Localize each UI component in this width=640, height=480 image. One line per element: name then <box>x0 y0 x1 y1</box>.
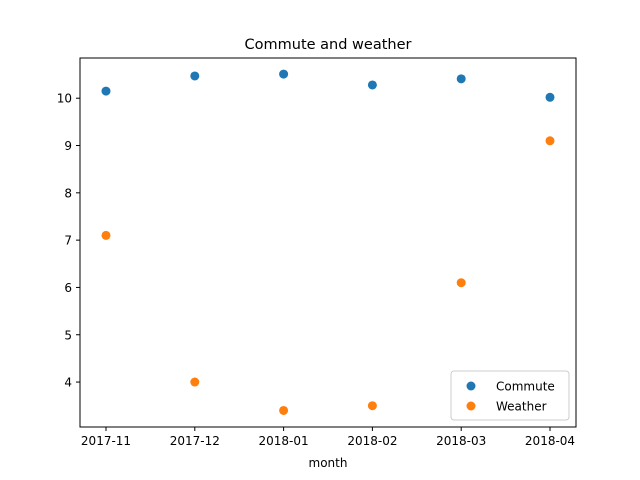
x-tick-label: 2017-12 <box>170 434 220 448</box>
x-axis-title: month <box>309 456 348 470</box>
weather-point <box>456 278 466 288</box>
legend: Commute Weather <box>450 370 570 421</box>
commute-point <box>456 74 466 84</box>
commute-point <box>279 69 289 79</box>
weather-point <box>279 405 289 415</box>
data-points <box>101 69 555 415</box>
weather-point <box>367 401 377 411</box>
x-tick-label: 2018-01 <box>259 434 309 448</box>
commute-point <box>545 92 555 102</box>
legend-marker-commute <box>466 381 476 391</box>
y-tick-label: 7 <box>64 234 72 248</box>
y-tick-label: 6 <box>64 281 72 295</box>
y-tick-label: 9 <box>64 139 72 153</box>
y-tick-label: 5 <box>64 328 72 342</box>
legend-box <box>450 370 570 421</box>
weather-point <box>545 136 555 146</box>
commute-point <box>101 86 111 96</box>
x-axis: 2017-11 2017-12 2018-01 2018-02 2018-03 2018-… <box>81 427 575 448</box>
y-axis: 4 5 6 7 8 9 10 <box>57 92 80 390</box>
legend-label-weather: Weather <box>496 400 547 414</box>
x-tick-label: 2017-11 <box>81 434 131 448</box>
legend-marker-weather <box>466 401 476 411</box>
x-tick-label: 2018-02 <box>347 434 397 448</box>
y-tick-label: 10 <box>57 92 72 106</box>
y-tick-label: 4 <box>64 376 72 390</box>
x-tick-label: 2018-03 <box>436 434 486 448</box>
x-tick-label: 2018-04 <box>525 434 575 448</box>
legend-label-commute: Commute <box>496 380 555 394</box>
weather-point <box>190 377 200 387</box>
plot-area <box>79 57 577 428</box>
commute-point <box>190 71 200 81</box>
chart-title: Commute and weather <box>245 37 412 53</box>
commute-point <box>367 80 377 90</box>
weather-point <box>101 230 111 240</box>
y-tick-label: 8 <box>64 186 72 200</box>
